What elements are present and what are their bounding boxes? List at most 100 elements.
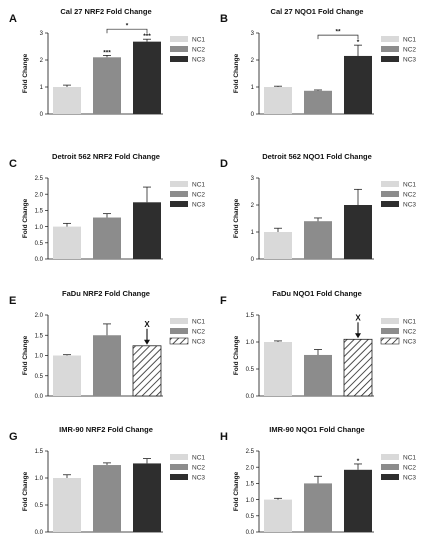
y-tick-label: 2.5: [246, 449, 255, 455]
arrow-label: X: [355, 313, 361, 322]
y-tick-label: 1.0: [35, 225, 44, 231]
legend-swatch-nc2: [381, 464, 399, 470]
significance-stars: *: [357, 39, 360, 46]
y-tick-label: 0.0: [246, 530, 255, 536]
bar-nc3: [344, 469, 372, 532]
legend-swatch-nc1: [381, 36, 399, 42]
y-tick-label: 0.5: [35, 503, 44, 509]
panel-d: D Detroit 562 NQO1 Fold Change Fold Change…: [220, 152, 416, 263]
bar-nc1: [264, 499, 292, 532]
panel-e: E FaDu NRF2 Fold Change Fold Change 0.0 0.5 1…: [9, 289, 205, 400]
y-tick-label: 1.5: [35, 333, 44, 339]
arrow-label: X: [144, 320, 150, 329]
panel-letter: C: [9, 158, 17, 170]
y-tick-label: 1.0: [35, 354, 44, 360]
y-tick-label: 2: [251, 203, 255, 209]
legend-swatch-nc3: [381, 474, 399, 480]
y-tick-label: 3: [40, 31, 44, 37]
legend-label-nc3: NC3: [403, 339, 416, 346]
bar-nc2: [93, 57, 121, 114]
legend-label-nc1: NC1: [403, 455, 416, 462]
legend-label-nc2: NC2: [192, 192, 205, 199]
panel-g: G IMR-90 NRF2 Fold Change Fold Change 0.0 0.…: [9, 425, 205, 536]
bar-nc3: [344, 55, 372, 114]
legend-label-nc3: NC3: [192, 202, 205, 209]
panel-letter: F: [220, 295, 227, 307]
legend-swatch-nc2: [381, 191, 399, 197]
y-tick-label: 2: [251, 58, 255, 64]
legend-swatch-nc1: [170, 318, 188, 324]
y-tick-label: 2.0: [35, 313, 44, 319]
significance-bracket: [317, 34, 359, 40]
legend-swatch-nc2: [170, 46, 188, 52]
y-tick-label: 0.0: [35, 257, 44, 263]
bar-nc2: [304, 483, 332, 532]
panel-title: Cal 27 NQO1 Fold Change: [271, 7, 364, 16]
legend-swatch-nc1: [170, 36, 188, 42]
legend-swatch-nc1: [170, 454, 188, 460]
y-tick-label: 1.0: [246, 340, 255, 346]
legend-label-nc2: NC2: [192, 329, 205, 336]
arrow-head: [355, 333, 361, 339]
panel-title: FaDu NQO1 Fold Change: [272, 289, 362, 298]
legend-swatch-nc3: [380, 337, 400, 345]
y-tick-label: 3: [251, 31, 255, 37]
y-tick-label: 1.0: [246, 498, 255, 504]
y-axis-label: Fold Change: [22, 53, 29, 93]
bar-nc3: [133, 41, 161, 114]
bar-nc1: [53, 478, 81, 532]
panel-letter: D: [220, 158, 228, 170]
bar-nc3: [344, 205, 372, 259]
legend-swatch-nc3: [381, 56, 399, 62]
y-tick-label: 0.0: [35, 394, 44, 400]
legend-swatch-nc3: [170, 56, 188, 62]
bar-nc1: [53, 87, 81, 114]
legend-swatch-nc1: [381, 181, 399, 187]
bar-nc3: [132, 345, 162, 397]
legend-label-nc2: NC2: [403, 47, 416, 54]
panel-title: FaDu NRF2 Fold Change: [62, 289, 150, 298]
bar-nc3: [343, 338, 373, 397]
y-tick-label: 1: [251, 85, 255, 91]
bar-nc1: [264, 87, 292, 114]
legend-label-nc1: NC1: [192, 319, 205, 326]
panel-title: IMR-90 NQO1 Fold Change: [269, 425, 364, 434]
legend-label-nc3: NC3: [192, 339, 205, 346]
legend-label-nc2: NC2: [403, 192, 416, 199]
bar-nc1: [53, 226, 81, 259]
panel-letter: B: [220, 13, 228, 25]
y-axis-label: Fold Change: [233, 53, 240, 93]
panel-letter: E: [9, 295, 16, 307]
bar-nc2: [304, 354, 332, 396]
y-axis-label: Fold Change: [22, 198, 29, 238]
legend-swatch-nc2: [170, 191, 188, 197]
legend-swatch-nc3: [170, 201, 188, 207]
legend-label-nc1: NC1: [192, 182, 205, 189]
y-tick-label: 1.5: [35, 449, 44, 455]
legend-label-nc2: NC2: [192, 465, 205, 472]
significance-stars: ***: [143, 33, 151, 40]
bracket-label: **: [335, 29, 341, 36]
legend-label-nc1: NC1: [192, 455, 205, 462]
legend-label-nc1: NC1: [403, 182, 416, 189]
legend-swatch-nc1: [381, 318, 399, 324]
bar-nc2: [304, 90, 332, 114]
y-tick-label: 0: [251, 257, 255, 263]
y-axis-label: Fold Change: [22, 471, 29, 511]
y-axis-label: Fold Change: [233, 471, 240, 511]
arrow-head: [144, 339, 150, 345]
significance-bracket: [106, 28, 148, 34]
y-tick-label: 1: [40, 85, 44, 91]
panel-letter: G: [9, 431, 18, 443]
bracket-label: *: [126, 23, 129, 30]
legend-swatch-nc2: [170, 464, 188, 470]
y-tick-label: 2.5: [35, 176, 44, 182]
legend-label-nc2: NC2: [403, 465, 416, 472]
legend-swatch-nc3: [170, 474, 188, 480]
legend-swatch-nc2: [381, 328, 399, 334]
legend-label-nc3: NC3: [403, 202, 416, 209]
y-tick-label: 0.0: [246, 394, 255, 400]
legend-label-nc2: NC2: [192, 47, 205, 54]
y-tick-label: 2: [40, 58, 44, 64]
